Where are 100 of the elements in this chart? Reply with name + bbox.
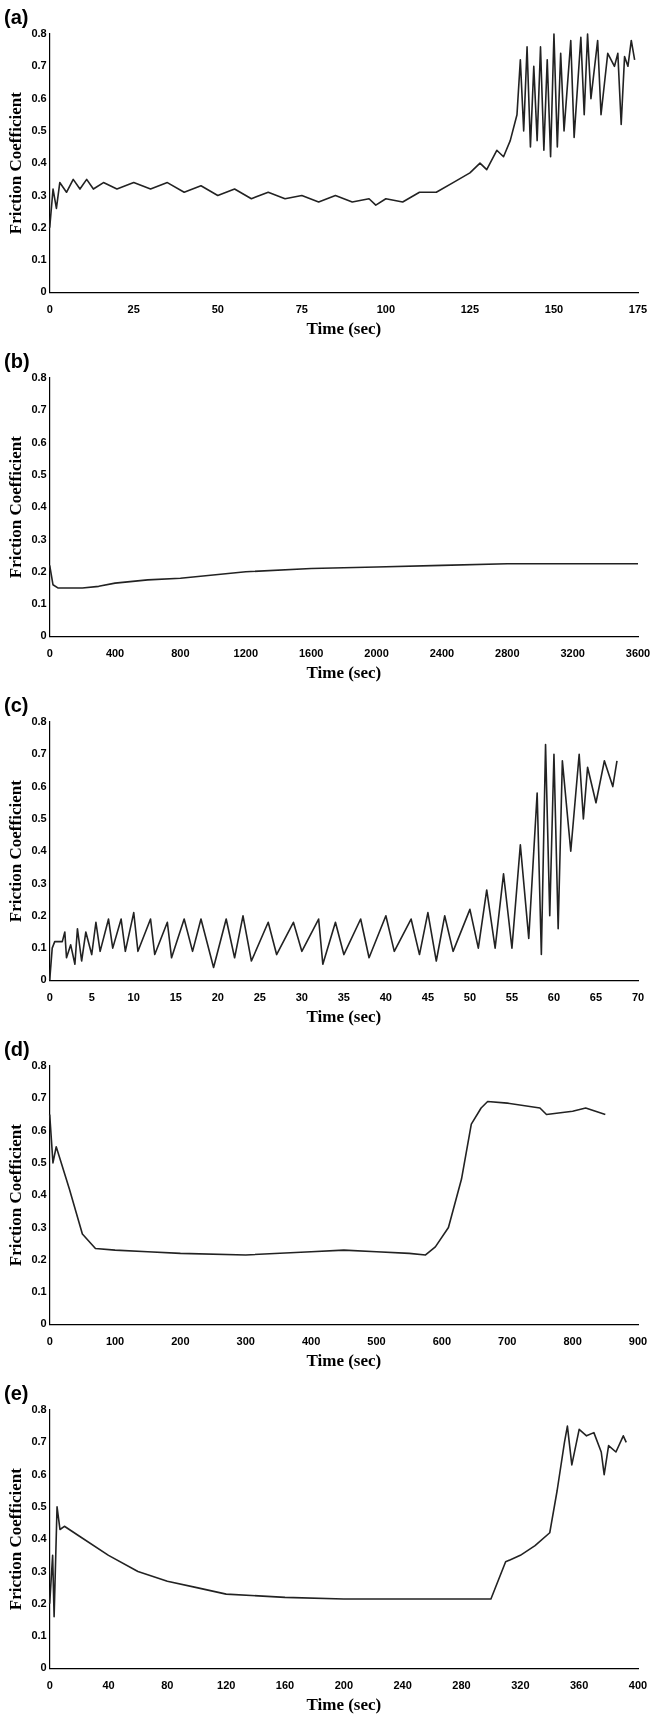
- y-tick-label: 0.3: [31, 876, 47, 889]
- x-tick-label: 240: [393, 1679, 412, 1692]
- y-tick-label: 0.1: [31, 1629, 47, 1642]
- x-tick-label: 100: [376, 303, 396, 316]
- x-tick-label: 1600: [298, 647, 324, 660]
- chart-title: (b): [4, 349, 30, 372]
- x-tick-label: 300: [236, 1335, 255, 1348]
- x-tick-label: 500: [367, 1335, 386, 1348]
- x-tick-label: 400: [105, 647, 125, 660]
- y-axis-title: Friction Coefficient: [5, 1123, 25, 1267]
- y-tick-label: 0.4: [31, 844, 48, 857]
- y-tick-label: 0.5: [31, 1499, 47, 1512]
- y-axis-title: Friction Coefficient: [5, 435, 25, 579]
- y-tick-label: 0.5: [31, 123, 47, 136]
- x-tick-label: 30: [295, 991, 308, 1004]
- y-tick-label: 0.4: [31, 156, 48, 169]
- x-tick-label: 80: [161, 1679, 174, 1692]
- x-tick-label: 2400: [429, 647, 455, 660]
- chart-title: (e): [4, 1381, 29, 1404]
- y-tick-label: 0.1: [31, 597, 47, 610]
- x-tick-label: 25: [253, 991, 266, 1004]
- x-tick-label: 320: [511, 1679, 530, 1692]
- y-tick-label: 0.7: [31, 1435, 47, 1448]
- y-axis-title: Friction Coefficient: [5, 91, 25, 235]
- x-tick-label: 15: [169, 991, 182, 1004]
- y-tick-label: 0.2: [31, 1596, 47, 1609]
- chart-title: (c): [4, 693, 29, 716]
- x-tick-label: 40: [379, 991, 392, 1004]
- y-tick-label: 0.2: [31, 220, 47, 233]
- x-tick-label: 150: [544, 303, 564, 316]
- x-tick-label: 50: [463, 991, 477, 1004]
- x-tick-label: 70: [631, 991, 645, 1004]
- x-tick-label: 400: [628, 1679, 648, 1692]
- y-tick-label: 0: [40, 1661, 47, 1674]
- y-tick-label: 0.8: [31, 1059, 47, 1072]
- x-tick-label: 2800: [495, 647, 520, 660]
- y-tick-label: 0.3: [31, 1220, 47, 1233]
- x-tick-label: 800: [563, 1335, 582, 1348]
- x-tick-label: 360: [569, 1679, 589, 1692]
- y-axis-title: Friction Coefficient: [5, 1467, 25, 1611]
- x-tick-label: 800: [171, 647, 190, 660]
- x-tick-label: 3600: [625, 647, 651, 660]
- y-tick-label: 0.2: [31, 564, 47, 577]
- y-tick-label: 0.6: [31, 779, 47, 792]
- y-tick-label: 0.6: [31, 435, 47, 448]
- x-tick-label: 3200: [560, 647, 585, 660]
- y-tick-label: 0.5: [31, 1155, 47, 1168]
- y-tick-label: 0: [40, 973, 47, 986]
- x-tick-label: 400: [301, 1335, 321, 1348]
- x-tick-label: 10: [127, 991, 140, 1004]
- y-tick-label: 0.1: [31, 941, 47, 954]
- y-tick-label: 0.8: [31, 1403, 47, 1416]
- x-tick-label: 120: [217, 1679, 236, 1692]
- chart-title: (d): [4, 1037, 30, 1060]
- x-tick-label: 900: [628, 1335, 648, 1348]
- y-tick-label: 0.5: [31, 811, 47, 824]
- x-tick-label: 600: [432, 1335, 452, 1348]
- y-tick-label: 0.4: [31, 1532, 48, 1545]
- y-tick-label: 0: [40, 285, 47, 298]
- y-tick-label: 0.6: [31, 1123, 47, 1136]
- x-tick-label: 55: [505, 991, 519, 1004]
- x-tick-label: 60: [547, 991, 561, 1004]
- x-tick-label: 50: [211, 303, 224, 316]
- x-tick-label: 280: [452, 1679, 471, 1692]
- y-tick-label: 0.8: [31, 27, 47, 40]
- y-tick-label: 0.8: [31, 715, 47, 728]
- y-tick-label: 0.5: [31, 467, 47, 480]
- x-tick-label: 200: [171, 1335, 190, 1348]
- y-tick-label: 0: [40, 1317, 47, 1330]
- x-tick-label: 20: [211, 991, 224, 1004]
- y-tick-label: 0.7: [31, 747, 47, 760]
- x-tick-label: 700: [498, 1335, 517, 1348]
- x-tick-label: 100: [105, 1335, 125, 1348]
- x-tick-label: 35: [337, 991, 350, 1004]
- y-tick-label: 0.1: [31, 1285, 47, 1298]
- y-tick-label: 0: [40, 629, 47, 642]
- y-tick-label: 0.3: [31, 188, 47, 201]
- x-tick-label: 1200: [233, 647, 259, 660]
- y-tick-label: 0.6: [31, 1467, 47, 1480]
- x-tick-label: 200: [334, 1679, 354, 1692]
- x-axis-title: Time (sec): [306, 1695, 382, 1715]
- x-tick-label: 5: [88, 991, 95, 1004]
- x-tick-label: 75: [295, 303, 308, 316]
- y-tick-label: 0.4: [31, 1188, 48, 1201]
- x-tick-label: 45: [421, 991, 435, 1004]
- x-axis-title: Time (sec): [306, 1351, 382, 1371]
- x-tick-label: 2000: [364, 647, 389, 660]
- y-tick-label: 0.7: [31, 403, 47, 416]
- y-tick-label: 0.8: [31, 371, 47, 384]
- y-tick-label: 0.3: [31, 532, 47, 545]
- y-tick-label: 0.7: [31, 59, 47, 72]
- y-tick-label: 0.3: [31, 1564, 47, 1577]
- y-tick-label: 0.4: [31, 500, 48, 513]
- x-tick-label: 175: [628, 303, 648, 316]
- y-tick-label: 0.1: [31, 253, 47, 266]
- x-axis-title: Time (sec): [306, 663, 382, 683]
- x-tick-label: 25: [127, 303, 140, 316]
- y-tick-label: 0.7: [31, 1091, 47, 1104]
- chart-title: (a): [4, 5, 29, 28]
- x-axis-title: Time (sec): [306, 319, 382, 339]
